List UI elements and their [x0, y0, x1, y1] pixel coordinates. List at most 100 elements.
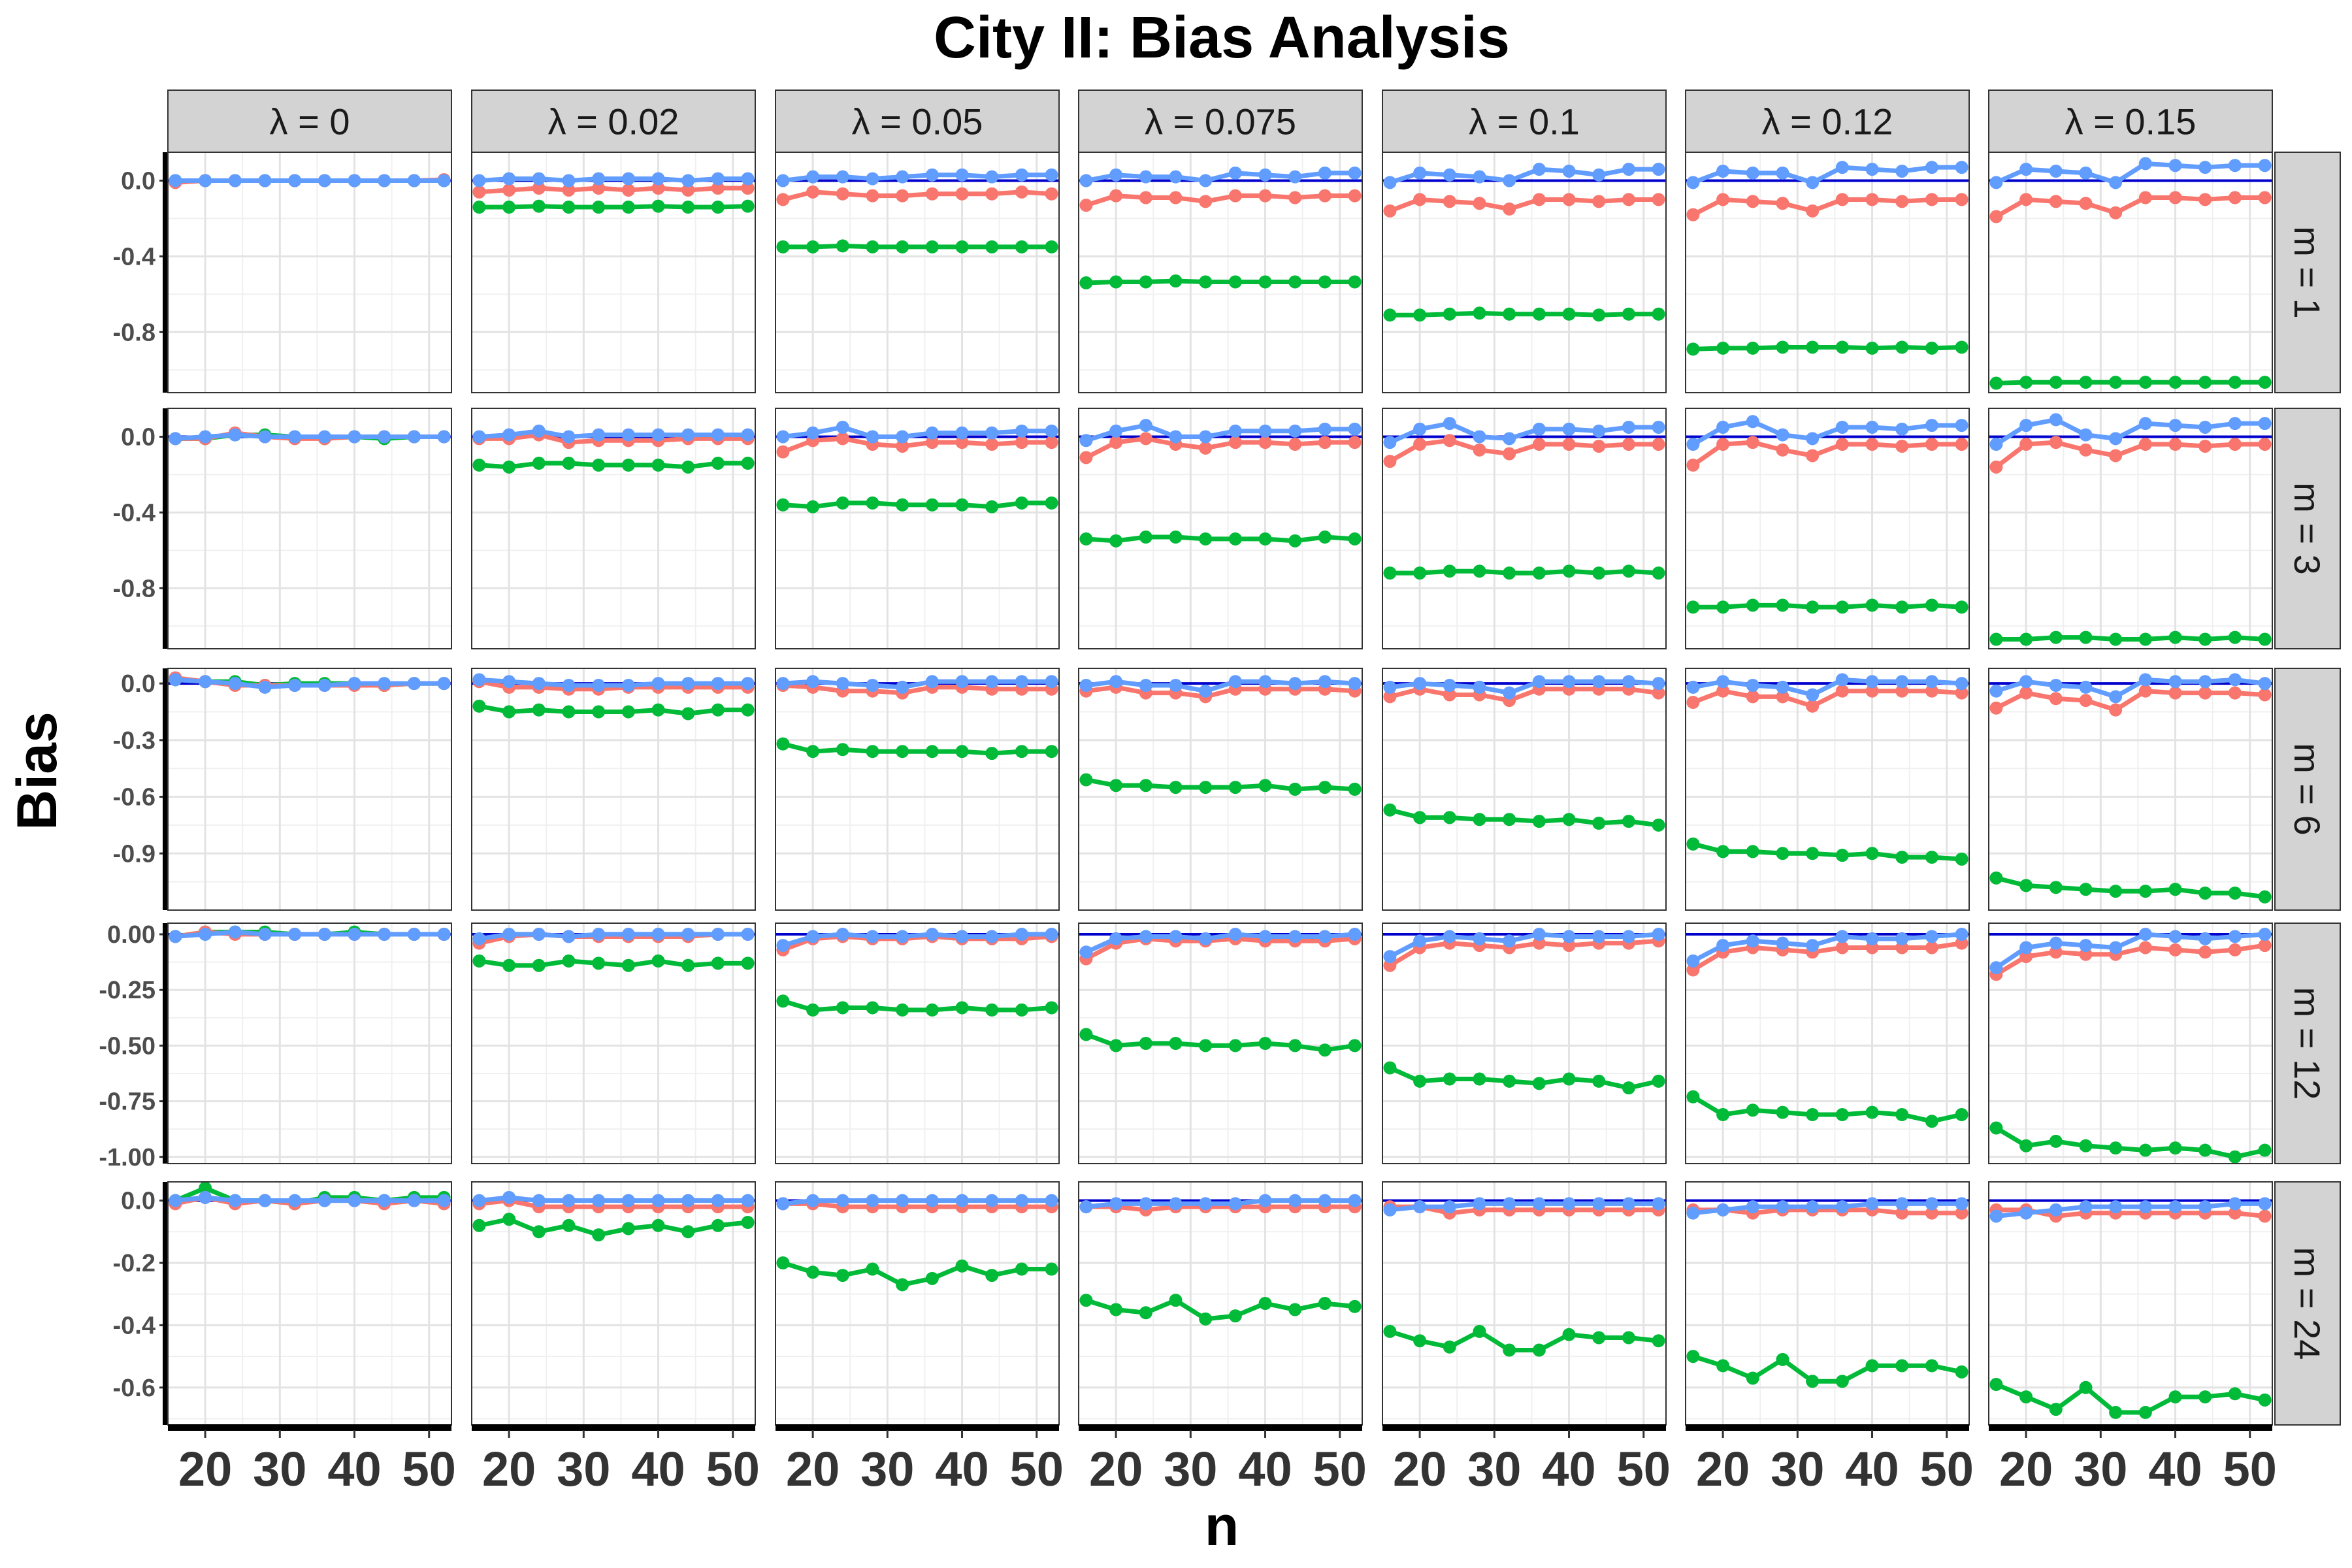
data-point	[1686, 837, 1700, 851]
data-point	[1503, 1197, 1516, 1211]
series-line	[1993, 875, 2268, 900]
data-point	[199, 174, 212, 188]
data-point	[1199, 275, 1213, 289]
data-point	[169, 174, 182, 188]
data-point	[1865, 163, 1879, 176]
data-point	[1592, 424, 1606, 438]
facet-panel	[1078, 668, 1363, 911]
panel-background	[1079, 152, 1362, 393]
facet-strip-col	[471, 90, 756, 153]
data-point	[741, 172, 755, 186]
data-point	[1622, 193, 1635, 206]
data-point	[1865, 420, 1879, 434]
data-point	[866, 745, 879, 759]
data-point	[2228, 376, 2242, 389]
data-point	[1686, 458, 1700, 472]
y-axis-title: Bias	[6, 711, 69, 830]
data-point	[532, 928, 546, 941]
data-point	[472, 174, 486, 188]
facet-panel	[167, 923, 452, 1164]
data-point	[2109, 206, 2123, 220]
x-tick-label: 50	[2223, 1442, 2277, 1496]
data-point	[955, 436, 969, 449]
data-point	[1348, 928, 1362, 941]
data-point	[1622, 163, 1635, 176]
series-line	[1083, 193, 1358, 208]
data-point	[1592, 817, 1606, 830]
facet-strip-row	[2274, 152, 2341, 393]
panel-border	[1382, 923, 1667, 1164]
data-point	[258, 430, 272, 444]
data-point	[621, 458, 635, 472]
series-line	[1387, 932, 1661, 959]
data-point	[1955, 161, 1968, 174]
series-line	[1690, 932, 1965, 964]
series-line	[780, 932, 1054, 948]
data-point	[1139, 1037, 1152, 1050]
data-point	[2109, 176, 2123, 189]
data-point	[1228, 532, 1242, 546]
data-point	[955, 426, 969, 440]
data-point	[2138, 928, 2152, 941]
data-point	[896, 1278, 909, 1292]
data-point	[2228, 630, 2242, 644]
data-point	[896, 430, 909, 444]
data-point	[1652, 677, 1665, 691]
data-point	[1925, 851, 1938, 864]
data-point	[1562, 307, 1576, 321]
data-point	[1473, 932, 1486, 945]
series-line	[476, 429, 751, 439]
data-point	[2228, 417, 2242, 431]
data-point	[1562, 1328, 1576, 1341]
data-point	[985, 930, 999, 943]
data-point	[1652, 420, 1665, 434]
data-point	[348, 430, 361, 444]
data-point	[532, 199, 546, 213]
data-point	[1716, 1203, 1730, 1217]
data-point	[2168, 1141, 2182, 1155]
data-point	[1318, 1043, 1331, 1057]
x-tick-label: 30	[253, 1442, 306, 1496]
data-point	[562, 430, 576, 444]
data-point	[1443, 434, 1456, 448]
data-point	[1716, 420, 1730, 434]
series-line	[1387, 421, 1661, 445]
data-point	[1806, 449, 1820, 463]
data-point	[2168, 438, 2182, 451]
series-line	[476, 176, 751, 183]
data-point	[1955, 1197, 1968, 1211]
y-tick-label: -0.75	[99, 1088, 155, 1116]
data-point	[925, 187, 939, 201]
data-point	[562, 705, 576, 719]
data-point	[1806, 432, 1820, 446]
data-point	[2109, 690, 2123, 704]
data-point	[1532, 1343, 1546, 1357]
x-tick-label: 30	[1164, 1442, 1217, 1496]
data-point	[1652, 438, 1665, 451]
y-tick-label: 0.0	[121, 167, 155, 195]
data-point	[1925, 1206, 1938, 1220]
data-point	[2258, 928, 2272, 941]
panel-border	[1685, 408, 1970, 649]
facet-panel	[1988, 923, 2273, 1164]
data-point	[651, 428, 665, 442]
data-point	[955, 187, 969, 201]
data-point	[711, 956, 725, 970]
data-point	[806, 240, 820, 253]
data-point	[1383, 680, 1397, 694]
data-point	[1348, 1299, 1362, 1313]
data-point	[2168, 159, 2182, 172]
data-point	[1895, 439, 1909, 453]
data-point	[1592, 1197, 1606, 1211]
data-point	[2138, 438, 2152, 451]
data-point	[866, 240, 879, 253]
data-point	[681, 183, 695, 197]
data-point	[1139, 275, 1152, 289]
data-point	[896, 439, 909, 453]
data-point	[1592, 308, 1606, 322]
data-point	[1503, 686, 1516, 700]
data-point	[1865, 847, 1879, 860]
data-point	[1109, 168, 1123, 182]
data-point	[1806, 688, 1820, 702]
panel-border	[1382, 668, 1667, 911]
